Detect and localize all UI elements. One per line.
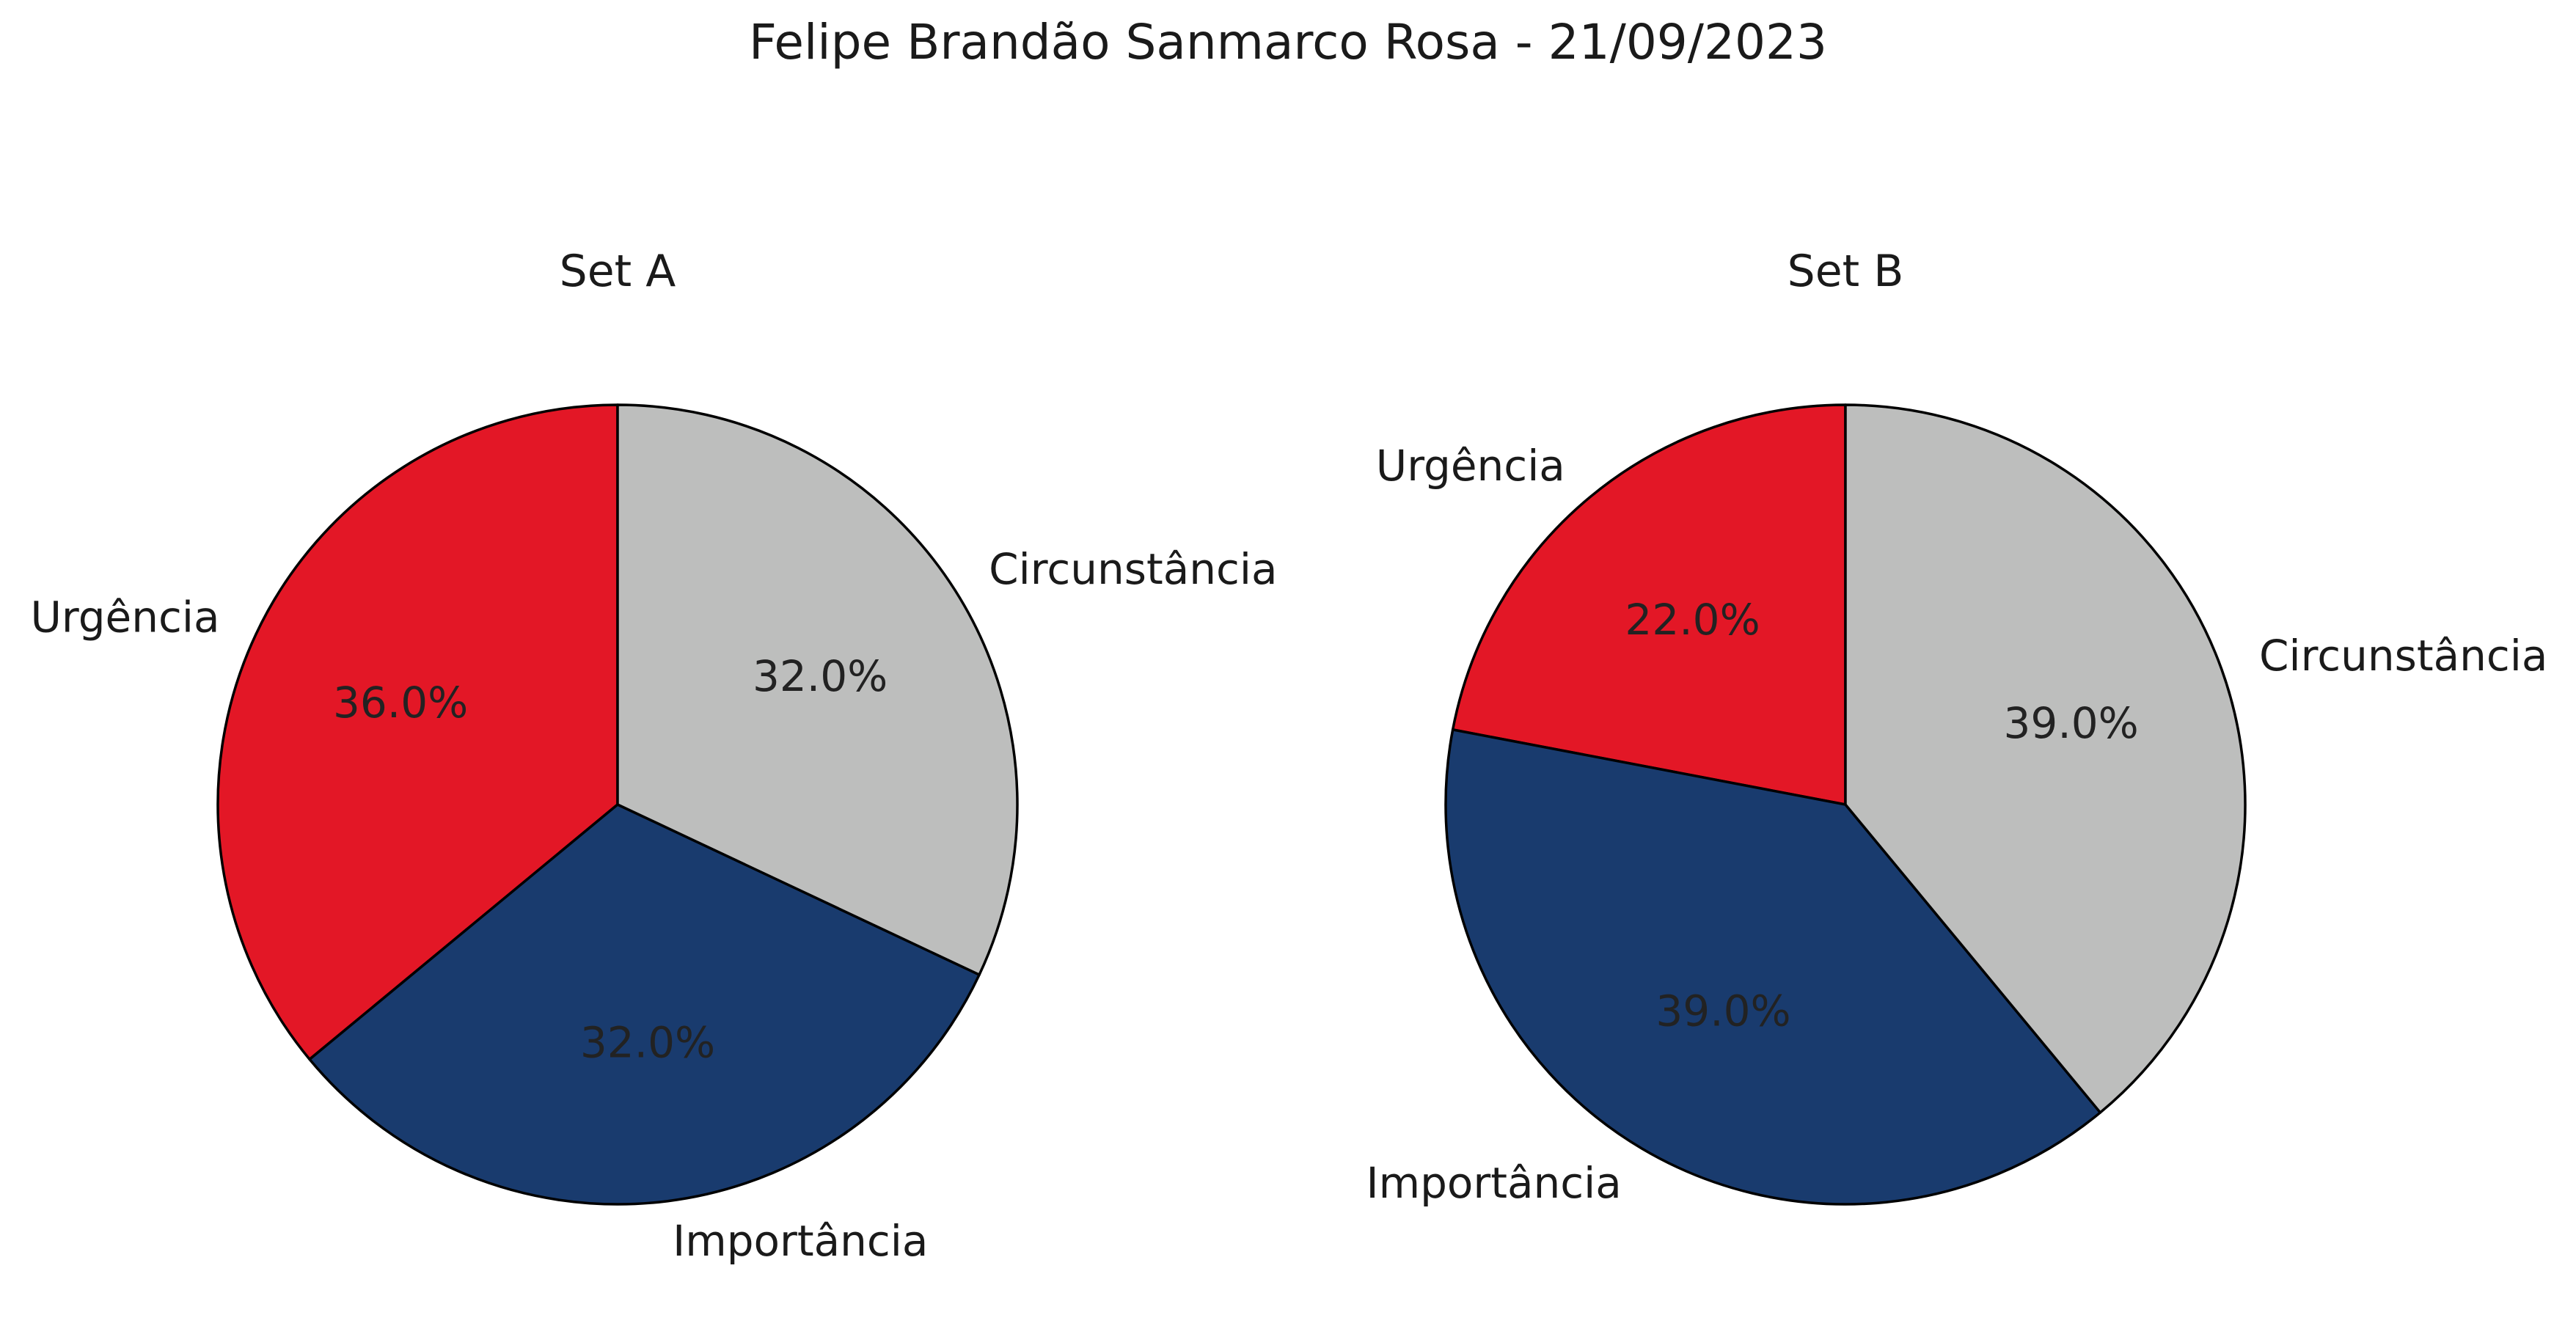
set-b-slice-importancia — [1444, 728, 2102, 1206]
set-b-value-label-circunstancia: 39.0% — [2004, 698, 2139, 748]
set-a-slice-circunstancia — [616, 403, 1019, 976]
set-b-title: Set B — [1788, 246, 1904, 297]
set-b-value-label-importancia: 39.0% — [1655, 986, 1790, 1036]
set-b-value-label-urgencia: 22.0% — [1625, 595, 1760, 645]
set-a-value-label-importancia: 32.0% — [580, 1017, 715, 1067]
set-a-value-label-circunstancia: 32.0% — [753, 651, 888, 701]
set-a-slice-urgencia — [216, 403, 619, 1061]
set-a-category-label-circunstancia: Circunstância — [989, 544, 1277, 594]
pie-chart-set-b: Set B 22.0% Urgência 39.0% Importância 39.0% C… — [1366, 246, 2547, 1208]
pie-chart-set-a: Set A 36.0% Urgência 32.0% Importância 32.0% C… — [30, 246, 1277, 1266]
set-b-slice-circunstancia — [1844, 403, 2247, 1114]
set-a-value-label-urgencia: 36.0% — [333, 678, 468, 728]
set-a-category-label-urgencia: Urgência — [30, 593, 219, 642]
set-b-category-label-urgencia: Urgência — [1376, 441, 1565, 491]
figure-title: Felipe Brandão Sanmarco Rosa - 21/09/202… — [749, 14, 1827, 70]
set-b-category-label-importancia: Importância — [1366, 1158, 1621, 1208]
set-b-category-label-circunstancia: Circunstância — [2259, 631, 2547, 681]
set-a-title: Set A — [560, 246, 676, 297]
set-a-category-label-importancia: Importância — [673, 1216, 928, 1266]
set-a-slice-importancia — [308, 803, 981, 1206]
set-b-slice-urgencia — [1451, 403, 1847, 806]
